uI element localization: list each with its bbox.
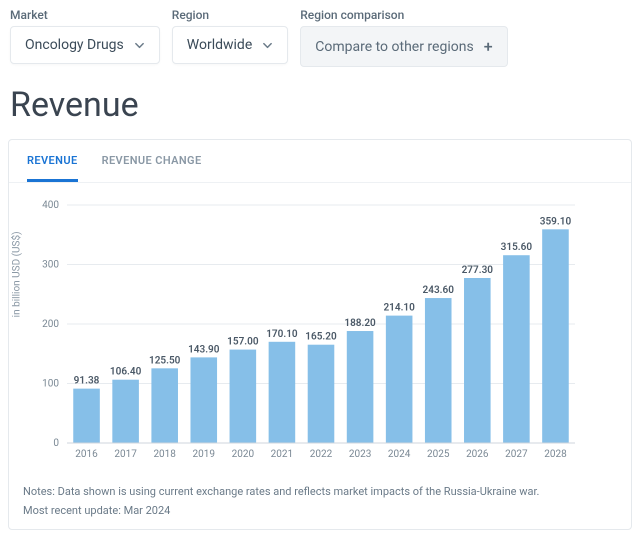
x-tick-label: 2024 <box>388 449 411 460</box>
svg-text:200: 200 <box>42 319 59 330</box>
bar <box>386 316 413 443</box>
x-tick-label: 2021 <box>271 449 293 460</box>
bar <box>269 342 296 443</box>
chart-updated: Most recent update: Mar 2024 <box>9 504 631 529</box>
compare-filter: Region comparison Compare to other regio… <box>300 8 507 67</box>
bar <box>503 255 530 443</box>
tabs: REVENUE REVENUE CHANGE <box>9 140 631 183</box>
svg-text:400: 400 <box>42 200 59 211</box>
svg-text:100: 100 <box>42 379 59 390</box>
yaxis-label: in billion USD (US$) <box>12 231 23 317</box>
tab-revenue[interactable]: REVENUE <box>27 140 78 182</box>
x-tick-label: 2028 <box>544 449 567 460</box>
bar <box>190 357 217 443</box>
tab-revenue-change[interactable]: REVENUE CHANGE <box>102 140 202 182</box>
bar-value-label: 143.90 <box>188 344 220 355</box>
bar-value-label: 106.40 <box>110 367 142 378</box>
bar-value-label: 91.38 <box>74 376 100 387</box>
bar-value-label: 359.10 <box>540 216 572 227</box>
svg-text:0: 0 <box>53 438 59 449</box>
x-tick-label: 2019 <box>193 449 215 460</box>
market-filter: Market Oncology Drugs <box>10 8 160 67</box>
x-tick-label: 2020 <box>232 449 255 460</box>
market-value: Oncology Drugs <box>25 37 124 53</box>
x-tick-label: 2016 <box>75 449 98 460</box>
x-tick-label: 2018 <box>153 449 176 460</box>
market-dropdown[interactable]: Oncology Drugs <box>10 26 160 64</box>
chevron-down-icon <box>134 40 145 51</box>
bar-value-label: 157.00 <box>227 337 259 348</box>
chevron-down-icon <box>262 40 273 51</box>
region-filter: Region Worldwide <box>172 8 288 67</box>
x-tick-label: 2017 <box>114 449 137 460</box>
bar <box>112 380 139 443</box>
bar-value-label: 125.50 <box>149 355 181 366</box>
bar-value-label: 170.10 <box>266 329 298 340</box>
plus-icon: + <box>484 37 493 56</box>
bar-value-label: 315.60 <box>501 242 533 253</box>
x-tick-label: 2023 <box>349 449 371 460</box>
region-label: Region <box>172 8 288 22</box>
bar-value-label: 277.30 <box>462 265 494 276</box>
page-title: Revenue <box>0 81 640 139</box>
bar-value-label: 214.10 <box>383 303 415 314</box>
filters-row: Market Oncology Drugs Region Worldwide R… <box>0 0 640 81</box>
bar-value-label: 165.20 <box>305 332 337 343</box>
x-tick-label: 2026 <box>466 449 489 460</box>
bar <box>151 368 178 443</box>
region-value: Worldwide <box>187 37 252 53</box>
x-tick-label: 2025 <box>427 449 450 460</box>
bar <box>230 350 257 443</box>
market-label: Market <box>10 8 160 22</box>
bar <box>542 229 569 443</box>
x-tick-label: 2022 <box>310 449 333 460</box>
chart-area: in billion USD (US$) 0 100 200 300 400 91.38 2… <box>9 183 631 475</box>
bar <box>425 298 452 443</box>
bar <box>73 389 100 443</box>
compare-button[interactable]: Compare to other regions + <box>300 26 507 67</box>
x-tick-label: 2027 <box>505 449 528 460</box>
bar-value-label: 188.20 <box>344 318 376 329</box>
bar-value-label: 243.60 <box>423 285 455 296</box>
compare-placeholder: Compare to other regions <box>315 39 473 55</box>
chart-notes: Notes: Data shown is using current excha… <box>9 475 631 504</box>
svg-text:300: 300 <box>42 260 59 271</box>
revenue-bar-chart: 0 100 200 300 400 91.38 2016 106.40 2017 125.50 20… <box>23 197 583 467</box>
chart-card: REVENUE REVENUE CHANGE in billion USD (U… <box>8 139 632 530</box>
bar <box>308 345 335 443</box>
region-dropdown[interactable]: Worldwide <box>172 26 288 64</box>
bar <box>347 331 374 443</box>
compare-label: Region comparison <box>300 8 507 22</box>
bar <box>464 278 491 443</box>
